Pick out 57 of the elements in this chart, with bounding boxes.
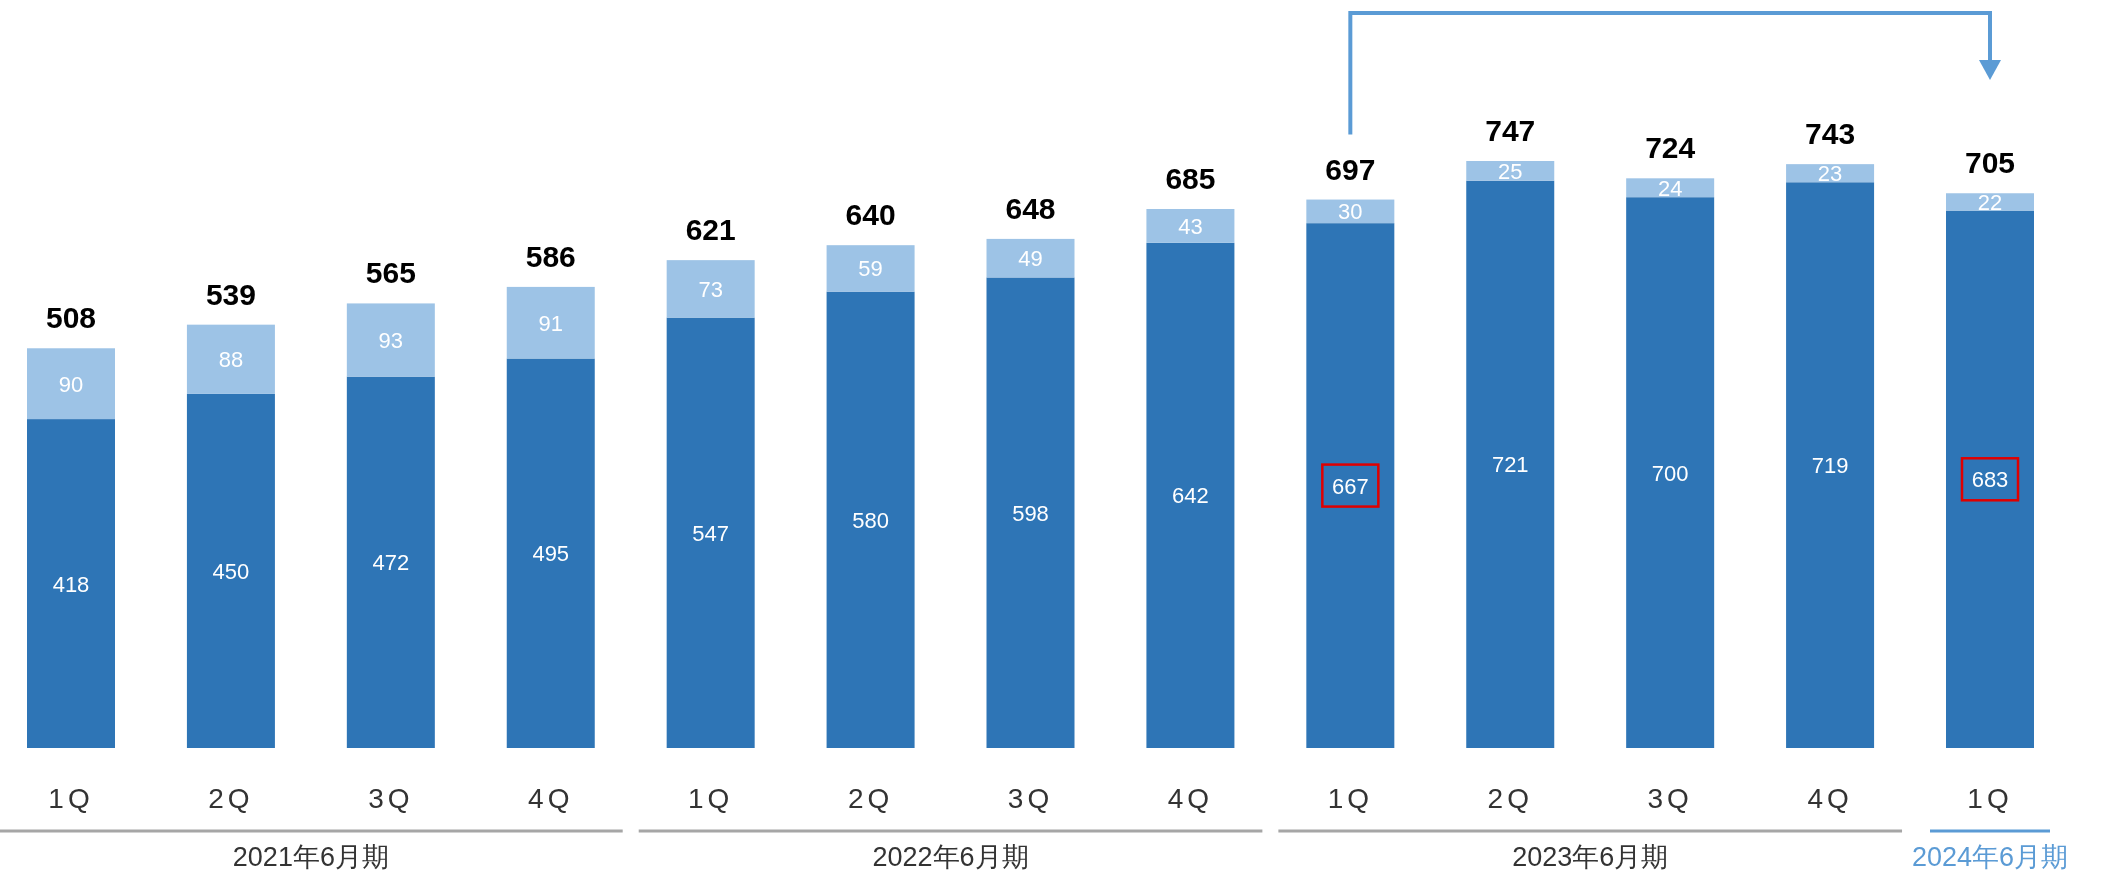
total-label: 508 — [45, 301, 97, 335]
data-label: 700 — [1651, 460, 1689, 486]
total-label: 565 — [365, 256, 416, 290]
data-label: 93 — [378, 328, 404, 354]
data-label: 418 — [52, 571, 90, 597]
x-tick-label: 4Q — [1807, 783, 1853, 814]
x-tick-label: 3Q — [1647, 783, 1693, 814]
data-label: 91 — [538, 310, 563, 336]
x-tick-label: 3Q — [1007, 783, 1054, 814]
total-label: 685 — [1165, 162, 1216, 195]
x-tick-label: 1Q — [1327, 783, 1374, 814]
data-label: 88 — [218, 347, 244, 373]
total-label: 539 — [205, 277, 256, 311]
data-label: 580 — [852, 507, 889, 533]
data-label: 73 — [698, 276, 723, 302]
data-label: 547 — [692, 520, 730, 546]
x-tick-label: 1Q — [687, 783, 734, 814]
x-tick-label: 3Q — [368, 783, 414, 814]
data-label: 683 — [1971, 467, 2009, 493]
data-label: 495 — [532, 541, 570, 567]
x-tick-label: 2Q — [847, 783, 894, 814]
total-label: 640 — [845, 198, 896, 232]
data-label: 43 — [1178, 213, 1203, 239]
data-label: 23 — [1817, 161, 1843, 187]
data-label: 49 — [1018, 246, 1043, 272]
total-label: 724 — [1645, 131, 1696, 165]
x-tick-label: 1Q — [1967, 783, 2013, 814]
total-label: 648 — [1005, 191, 1056, 225]
total-label: 586 — [525, 239, 576, 273]
total-label: 747 — [1485, 114, 1536, 147]
data-label: 719 — [1811, 453, 1849, 479]
x-tick-label: 4Q — [528, 783, 574, 814]
data-label: 642 — [1172, 483, 1209, 509]
text: 2022年6月期 — [872, 842, 1029, 872]
data-label: 667 — [1331, 473, 1369, 499]
x-tick-label: 2Q — [1487, 783, 1533, 814]
text: 2021年6月期 — [232, 842, 389, 872]
data-label: 30 — [1338, 199, 1363, 225]
data-label: 721 — [1491, 452, 1529, 478]
text: 2024年6月期 — [1911, 842, 2069, 872]
x-tick-label: 4Q — [1167, 783, 1214, 814]
data-label: 90 — [58, 371, 84, 397]
x-tick-label: 1Q — [48, 783, 94, 814]
data-label: 24 — [1657, 175, 1683, 201]
data-label: 59 — [858, 256, 883, 282]
plot: 418 90 450 88 472 93 495 91 547 73 580 59 598 49 642 43 667 30 721 25 700 24 719 23 683 22 508 539 565 586 621 640 648 685 697 747 724 743 705 — [27, 114, 2034, 748]
data-label: 22 — [1977, 189, 2003, 215]
text: 2023年6月期 — [1512, 842, 1669, 872]
data-label: 450 — [212, 558, 250, 584]
total-label: 697 — [1325, 152, 1376, 186]
total-label: 705 — [1964, 146, 2016, 180]
x-tick-label: 2Q — [208, 783, 254, 814]
data-label: 598 — [1012, 500, 1049, 526]
data-label: 472 — [372, 550, 410, 576]
total-label: 743 — [1805, 117, 1856, 151]
total-label: 621 — [685, 213, 736, 247]
data-label: 25 — [1498, 158, 1523, 184]
